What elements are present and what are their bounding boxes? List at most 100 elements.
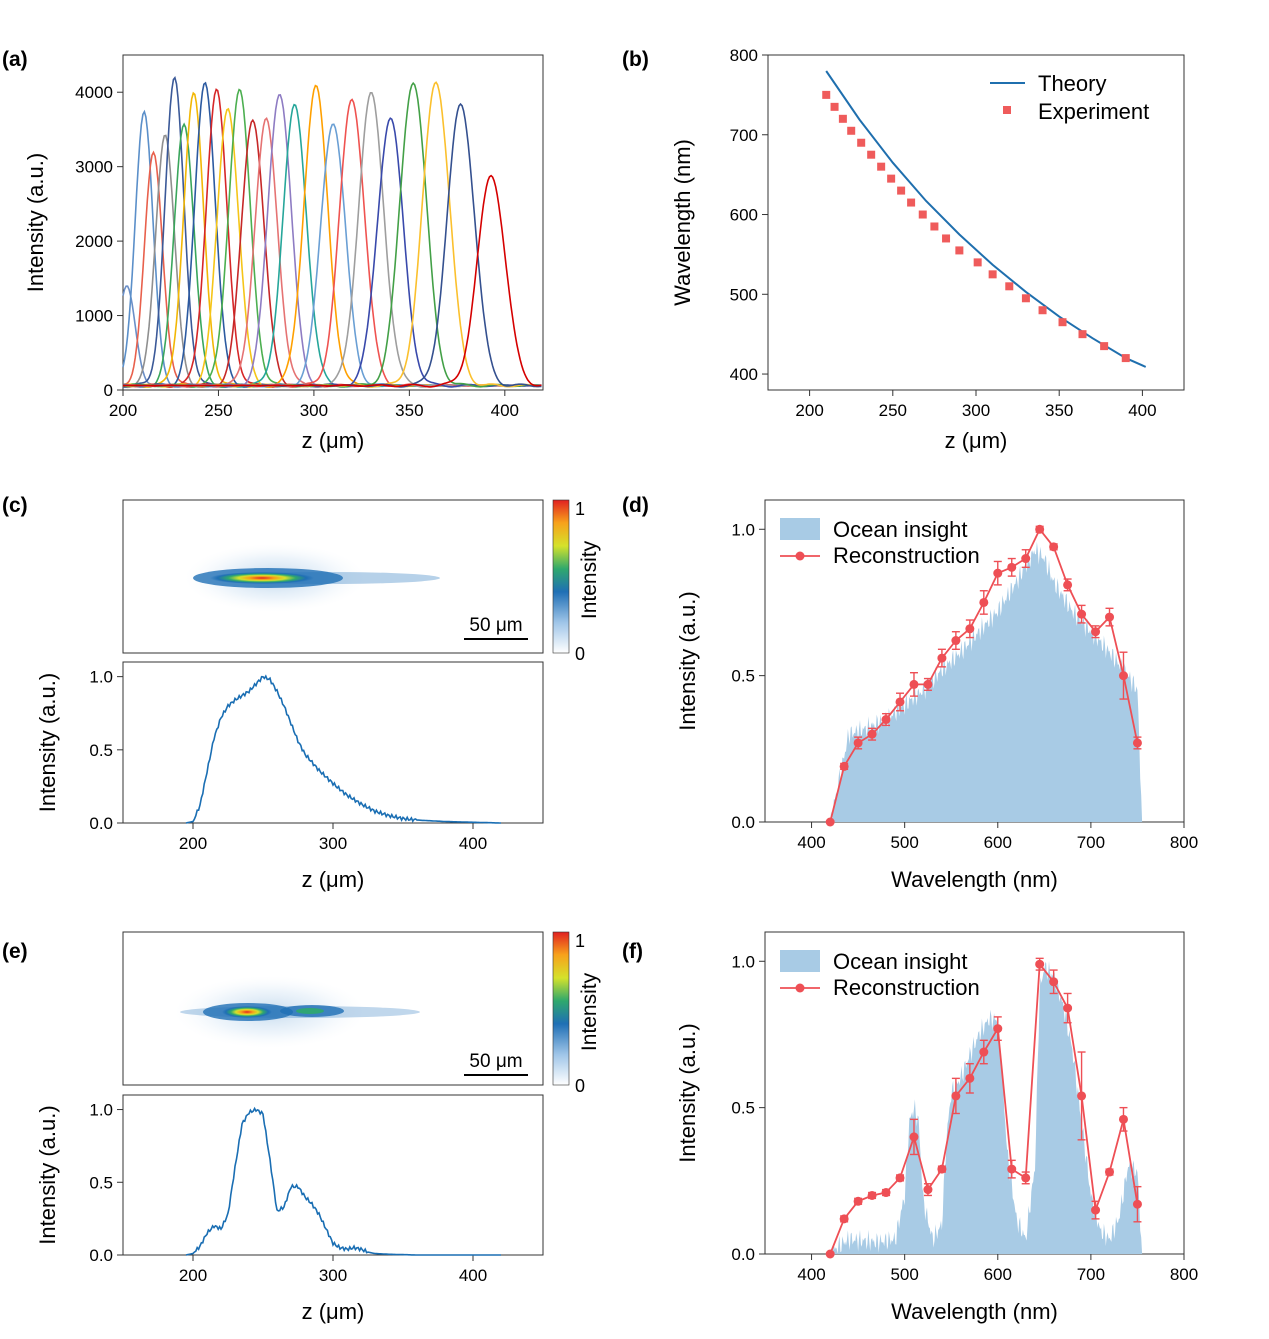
panel-label-f: (f) [622,940,643,963]
experiment-point [955,246,964,255]
x-tick-label: 350 [395,401,423,420]
x-tick-label: 400 [797,833,825,852]
colorbar-label-e: Intensity [578,972,601,1051]
reconstruction-point [1105,1167,1115,1177]
panel-label-d: (d) [622,494,649,517]
plot-frame [122,661,544,824]
x-axis-label: z (μm) [302,867,365,892]
y-axis-label: Intensity (a.u.) [675,591,700,730]
reconstruction-point [1105,612,1115,622]
x-tick-label: 200 [179,1266,207,1285]
experiment-point [1058,318,1067,327]
y-tick-label: 1000 [75,307,113,326]
reconstruction-point [881,715,891,725]
x-tick-label: 300 [319,834,347,853]
chart-f: 400 500 600 700 800 0.0 0.5 1.0 Wavelength (nm) I… [675,931,1198,1324]
legend-ocean-swatch [780,950,820,972]
x-tick-label: 400 [1128,401,1156,420]
y-tick-label: 1.0 [89,668,113,687]
profile-line [185,1106,501,1256]
chart-d: 400 500 600 700 800 0.0 0.5 1.0 Wavelength (nm) I… [675,499,1198,892]
experiment-point [1005,282,1014,291]
x-tick-label: 700 [1077,1265,1105,1284]
reconstruction-point [993,1024,1003,1034]
reconstruction-point [867,729,877,739]
x-tick-label: 500 [890,833,918,852]
experiment-point [867,150,876,159]
y-tick-label: 0.0 [731,813,755,832]
y-tick-label: 1.0 [89,1101,113,1120]
y-tick-label: 0.0 [731,1245,755,1264]
reconstruction-point [993,568,1003,578]
experiment-point [973,258,982,267]
reconstruction-point [853,738,863,748]
experiment-point [822,90,831,99]
experiment-point [1121,354,1130,363]
panel-label-c: (c) [2,494,28,517]
legend-ocean-label: Ocean insight [833,517,968,542]
experiment-point [897,186,906,195]
y-tick-label: 0.0 [89,814,113,833]
reconstruction-point [909,679,919,689]
legend-ocean-label: Ocean insight [833,949,968,974]
reconstruction-point [825,817,835,827]
reconstruction-point [839,1214,849,1224]
y-tick-label: 1.0 [731,952,755,971]
spectrum-line [123,174,542,388]
profile-line [185,674,501,824]
x-tick-label: 400 [459,1266,487,1285]
reconstruction-point [1007,1164,1017,1174]
y-tick-label: 500 [730,285,758,304]
reconstruction-point [951,636,961,646]
x-tick-label: 400 [459,834,487,853]
intensity-map-e [122,931,544,1086]
reconstruction-point [951,1091,961,1101]
y-tick-label: 400 [730,365,758,384]
x-tick-label: 300 [962,401,990,420]
reconstruction-point [937,1164,947,1174]
x-axis-label: z (μm) [302,428,365,453]
scalebar-label-c: 50 μm [469,615,522,636]
reconstruction-point [1035,524,1045,534]
scalebar-label-e: 50 μm [469,1051,522,1072]
y-tick-label: 0 [104,381,113,400]
panel-label-b: (b) [622,48,649,71]
x-axis-label: Wavelength (nm) [891,867,1058,892]
reconstruction-point [1035,959,1045,969]
legend-theory-label: Theory [1038,71,1106,96]
reconstruction-point [1091,627,1101,637]
reconstruction-point [895,1173,905,1183]
y-tick-label: 0.0 [89,1246,113,1265]
reconstruction-point [1063,580,1073,590]
experiment-point [918,210,927,219]
reconstruction-point [923,1185,933,1195]
reconstruction-point [867,1190,877,1200]
y-tick-label: 3000 [75,158,113,177]
legend-ocean-swatch [780,518,820,540]
experiment-point [1038,306,1047,315]
experiment-point [988,270,997,279]
reconstruction-point [881,1188,891,1198]
panel-label-a: (a) [2,48,28,71]
reconstruction-point [839,761,849,771]
reconstruction-point [1049,977,1059,987]
legend-reconstruction-marker [795,551,805,561]
x-tick-label: 250 [204,401,232,420]
reconstruction-point [979,597,989,607]
y-tick-label: 0.5 [731,667,755,686]
legend-reconstruction-marker [795,983,805,993]
x-tick-label: 300 [300,401,328,420]
plot-frame [122,54,544,391]
y-tick-label: 1.0 [731,520,755,539]
y-tick-label: 0.5 [89,1173,113,1192]
experiment-point [942,234,951,243]
y-tick-label: 0.5 [89,741,113,760]
y-axis-label: Wavelength (nm) [670,139,695,306]
reconstruction-point [1077,1091,1087,1101]
reconstruction-point [1049,542,1059,552]
y-axis-label: Intensity (a.u.) [675,1023,700,1162]
plot-frame [122,1094,544,1256]
scalebar-e: 50 μm [464,1051,528,1076]
